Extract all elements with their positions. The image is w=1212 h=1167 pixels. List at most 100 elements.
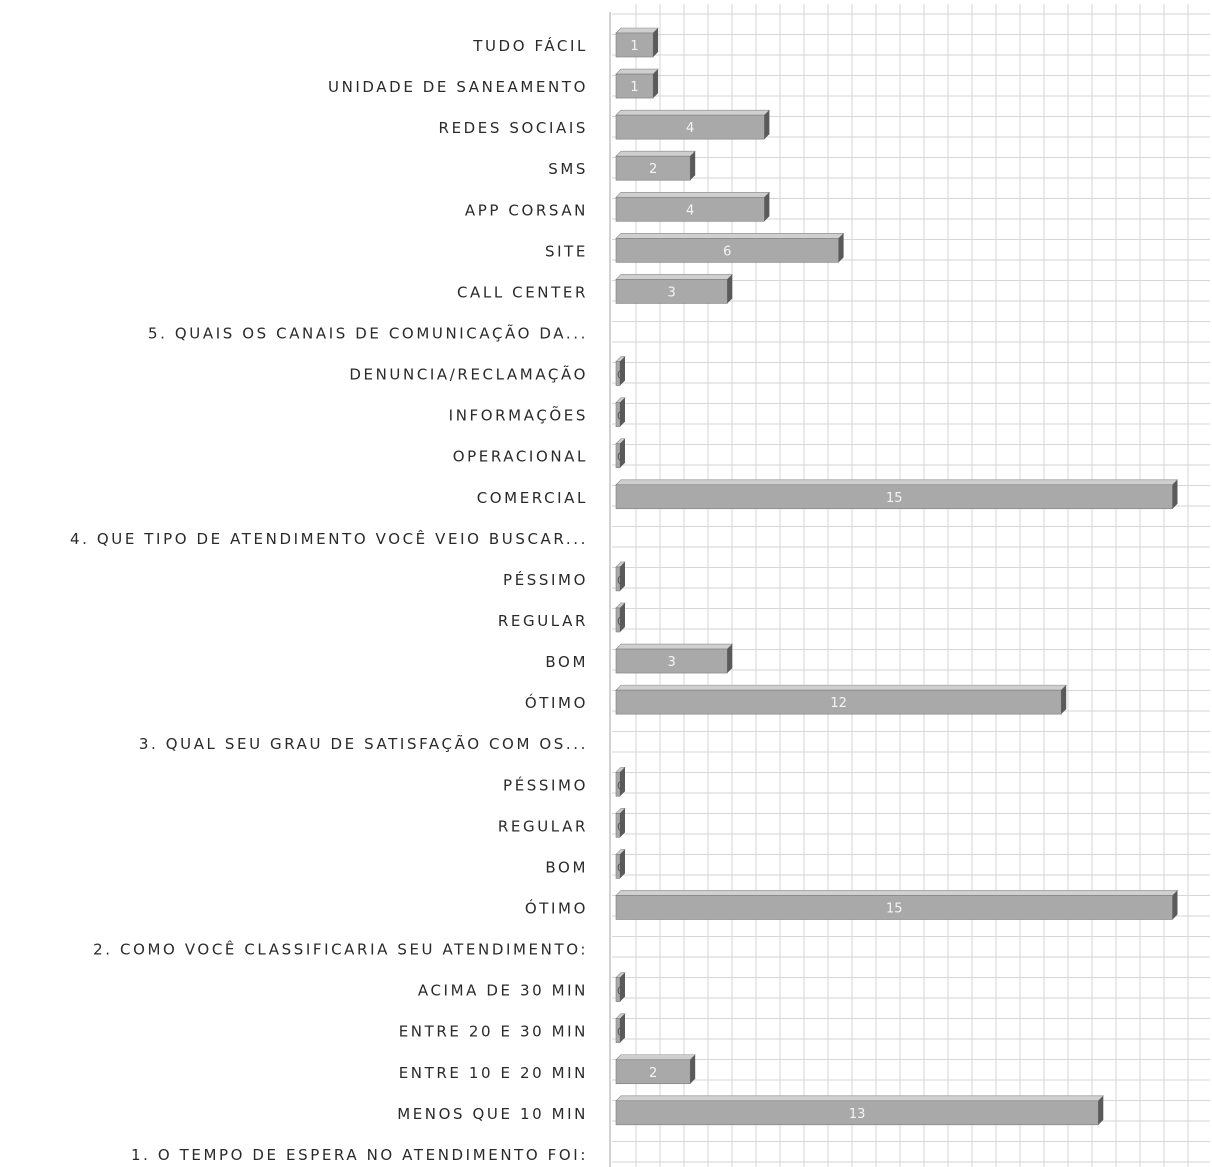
grid xyxy=(609,4,1210,1167)
value-label: 0 xyxy=(617,985,624,998)
bar xyxy=(615,972,626,1002)
bar-side-face xyxy=(1172,479,1178,509)
bar-side-face xyxy=(764,192,770,222)
value-label: 15 xyxy=(886,491,903,506)
bar-top-face xyxy=(615,109,771,116)
bar xyxy=(615,1054,696,1085)
bar-front-face xyxy=(615,279,728,304)
bar-top-face xyxy=(615,1095,1105,1102)
bar-side-face xyxy=(620,1013,625,1043)
category-label: 3. QUAL SEU GRAU DE SATISFAÇÃO COM OS... xyxy=(139,734,588,753)
value-label: 2 xyxy=(649,162,657,177)
category-label: 2. COMO VOCÊ CLASSIFICARIA SEU ATENDIMEN… xyxy=(93,940,588,959)
category-label: REGULAR xyxy=(498,612,588,630)
bar xyxy=(615,890,1179,920)
category-label: UNIDADE DE SANEAMENTO xyxy=(328,78,588,96)
category-label: BOM xyxy=(545,653,588,671)
category-label: SMS xyxy=(548,160,588,178)
bar-front-face xyxy=(615,73,654,99)
bar-top-face xyxy=(615,27,659,34)
bar-top-face xyxy=(615,274,734,280)
bar-side-face xyxy=(620,602,625,632)
bar-side-face xyxy=(620,438,625,468)
value-label: 12 xyxy=(830,696,847,711)
bar-top-face xyxy=(615,684,1067,691)
bar xyxy=(615,109,771,140)
category-label: PÉSSIMO xyxy=(503,570,588,589)
category-label: MENOS QUE 10 MIN xyxy=(397,1105,588,1123)
bar-side-face xyxy=(620,767,625,797)
bar-side-face xyxy=(620,397,625,427)
category-label: ÓTIMO xyxy=(525,693,588,712)
value-label: 0 xyxy=(617,574,624,587)
bar-side-face xyxy=(727,274,733,304)
value-labels: 1 1 4 2 4 6 3 0 0 0 15 0 0 3 12 0 0 0 15 0 0 2 13 xyxy=(617,39,903,1122)
bar-top-face xyxy=(615,890,1179,896)
bar-front-face xyxy=(615,895,1173,920)
value-label: 1 xyxy=(630,80,638,95)
category-label: 1. O TEMPO DE ESPERA NO ATENDIMENTO FOI: xyxy=(131,1146,588,1164)
bar-side-face xyxy=(620,561,625,591)
value-label: 0 xyxy=(617,451,624,464)
category-label: SITE xyxy=(545,242,588,260)
value-label: 0 xyxy=(617,861,624,874)
bar-side-face xyxy=(1098,1095,1104,1125)
value-label: 13 xyxy=(849,1107,866,1122)
category-label: REDES SOCIAIS xyxy=(439,119,588,137)
bar-side-face xyxy=(764,110,770,140)
bar xyxy=(615,438,626,469)
bar xyxy=(615,643,734,674)
category-label: 5. QUAIS OS CANAIS DE COMUNICAÇÃO DA... xyxy=(148,323,588,342)
category-label: DENUNCIA/RECLAMAÇÃO xyxy=(349,365,588,384)
bar-side-face xyxy=(838,233,844,263)
bar xyxy=(615,808,626,838)
value-label: 0 xyxy=(617,369,624,382)
bar-side-face xyxy=(620,808,625,838)
bar-side-face xyxy=(1061,685,1067,715)
bar-front-face xyxy=(615,114,765,140)
bar xyxy=(615,849,626,879)
category-label: PÉSSIMO xyxy=(503,775,588,794)
bar-side-face xyxy=(620,849,625,879)
bar xyxy=(615,766,626,797)
category-labels: TUDO FÁCIL UNIDADE DE SANEAMENTO REDES SOC… xyxy=(70,36,588,1164)
value-label: 3 xyxy=(668,285,676,300)
bar-top-face xyxy=(615,191,771,198)
bar xyxy=(615,233,845,263)
bar-side-face xyxy=(653,28,659,57)
bar xyxy=(615,561,626,592)
bar-top-face xyxy=(615,643,734,650)
bar-side-face xyxy=(620,356,625,386)
bar-top-face xyxy=(615,479,1179,486)
bar-front-face xyxy=(615,1059,691,1085)
category-label: TUDO FÁCIL xyxy=(472,36,588,55)
bar xyxy=(615,191,771,222)
value-label: 4 xyxy=(686,203,694,218)
category-label: ÓTIMO xyxy=(525,898,588,917)
bar-front-face xyxy=(615,484,1173,510)
bar xyxy=(615,479,1179,510)
bar xyxy=(615,1095,1105,1126)
bar-side-face xyxy=(653,69,659,99)
bar xyxy=(615,68,659,99)
bar xyxy=(615,684,1067,715)
value-label: 0 xyxy=(617,1026,624,1039)
value-label: 0 xyxy=(617,820,624,833)
bar-front-face xyxy=(615,1100,1099,1126)
bar xyxy=(615,27,659,58)
bars xyxy=(615,27,1179,1126)
category-label: APP CORSAN xyxy=(465,201,588,219)
bar-front-face xyxy=(615,155,691,181)
value-label: 1 xyxy=(630,39,638,54)
bar-top-face xyxy=(615,233,845,239)
bar-side-face xyxy=(690,151,696,181)
bar xyxy=(615,150,696,181)
bar xyxy=(615,1013,626,1043)
value-label: 2 xyxy=(649,1066,657,1081)
category-label: OPERACIONAL xyxy=(453,448,588,466)
bar-top-face xyxy=(615,68,659,75)
category-label: 4. QUE TIPO DE ATENDIMENTO VOCÊ VEIO BUS… xyxy=(70,529,588,548)
value-label: 0 xyxy=(617,410,624,423)
category-label: COMERCIAL xyxy=(477,489,588,507)
